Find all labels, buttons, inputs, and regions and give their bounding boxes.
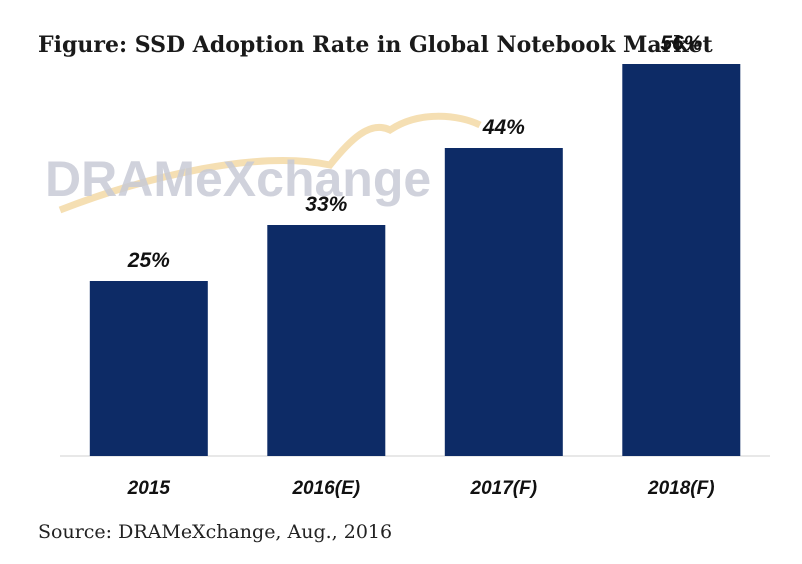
watermark-swoosh xyxy=(58,112,482,214)
category-label-0: 2015 xyxy=(127,478,171,499)
watermark-logo: DRAMeXchange xyxy=(45,112,482,214)
bars-group xyxy=(89,64,741,456)
watermark-text: DRAMeXchange xyxy=(45,151,431,207)
category-labels-group: 2015 2016(E) 2017(F) 2018(F) xyxy=(127,478,715,499)
category-label-1: 2016(E) xyxy=(291,478,360,499)
value-label-2: 44% xyxy=(482,116,525,139)
bar-0 xyxy=(89,281,208,456)
bar-3 xyxy=(622,64,741,456)
category-label-3: 2018(F) xyxy=(647,478,715,499)
bar-2 xyxy=(444,148,563,456)
bar-1 xyxy=(267,225,386,456)
category-label-2: 2017(F) xyxy=(470,478,538,499)
value-label-1: 33% xyxy=(305,193,347,216)
value-labels-group: 25% 33% 44% 56% xyxy=(127,32,703,272)
value-label-0: 25% xyxy=(127,249,170,272)
source-note: Source: DRAMeXchange, Aug., 2016 xyxy=(38,521,393,543)
chart-title: Figure: SSD Adoption Rate in Global Note… xyxy=(38,32,713,58)
value-label-3: 56% xyxy=(660,32,702,55)
